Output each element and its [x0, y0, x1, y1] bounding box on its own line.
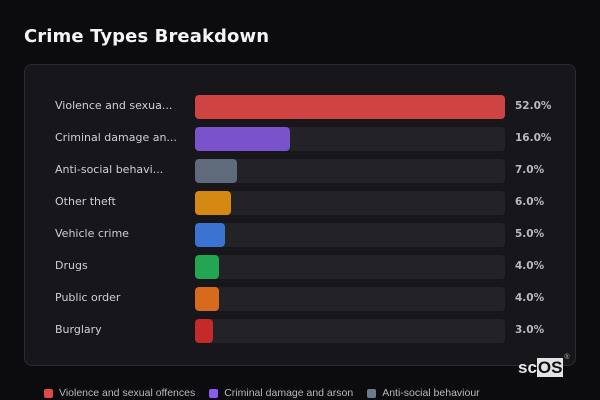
bar-label: Vehicle crime [55, 227, 129, 240]
bar-track [195, 255, 505, 279]
bar-value: 6.0% [515, 196, 545, 208]
chart-title: Crime Types Breakdown [24, 26, 270, 47]
bar-value: 4.0% [515, 292, 545, 304]
bar-label: Anti-social behavi... [55, 163, 164, 176]
legend-label: Violence and sexual offences [59, 387, 196, 399]
bar-row: Vehicle crime 5.0% [25, 223, 577, 247]
bar-fill[interactable] [195, 95, 505, 119]
bar-fill[interactable] [195, 223, 225, 247]
bar-value: 5.0% [515, 228, 545, 240]
bar-label: Public order [55, 291, 121, 304]
scos-logo: scOS ® [518, 354, 569, 378]
bar-label: Other theft [55, 195, 116, 208]
chart-legend: Violence and sexual offences Criminal dam… [44, 387, 480, 399]
bar-track [195, 191, 505, 215]
legend-item[interactable]: Violence and sexual offences [44, 387, 195, 399]
legend-swatch [367, 388, 377, 398]
bar-fill[interactable] [195, 287, 219, 311]
legend-swatch [44, 388, 53, 398]
bar-value: 4.0% [515, 260, 545, 272]
logo-text: sc [518, 358, 537, 377]
bar-track [195, 287, 505, 311]
bar-fill[interactable] [195, 127, 291, 151]
legend-label: Criminal damage and arson [224, 387, 354, 399]
bar-row: Public order 4.0% [25, 287, 577, 311]
bar-fill[interactable] [195, 159, 237, 183]
legend-label: Anti-social behaviour [382, 387, 480, 399]
bar-value: 3.0% [515, 324, 545, 336]
bar-track [195, 319, 505, 343]
bar-value: 52.0% [515, 100, 552, 112]
legend-swatch [209, 388, 219, 398]
bar-fill[interactable] [195, 319, 213, 343]
bar-fill[interactable] [195, 191, 231, 215]
chart-card: Violence and sexua... 52.0% Criminal damag… [24, 64, 576, 366]
bar-row: Violence and sexua... 52.0% [25, 95, 577, 119]
bar-label: Violence and sexua... [55, 99, 173, 112]
bar-label: Criminal damage an... [55, 131, 177, 144]
bar-label: Drugs [55, 259, 88, 272]
bar-row: Other theft 6.0% [25, 191, 577, 215]
bar-row: Burglary 3.0% [25, 319, 577, 343]
bar-value: 7.0% [515, 164, 545, 176]
bar-track [195, 159, 505, 183]
bar-track [195, 223, 505, 247]
legend-item[interactable]: Criminal damage and arson [209, 387, 353, 399]
bar-label: Burglary [55, 323, 102, 336]
bar-fill[interactable] [195, 255, 219, 279]
bar-track [195, 95, 505, 119]
legend-item[interactable]: Anti-social behaviour [367, 387, 480, 399]
logo-boxed-text: OS [536, 358, 564, 377]
bar-row: Anti-social behavi... 7.0% [25, 159, 577, 183]
bar-row: Drugs 4.0% [25, 255, 577, 279]
bar-value: 16.0% [515, 132, 552, 144]
bar-row: Criminal damage an... 16.0% [25, 127, 577, 151]
bar-track [195, 127, 505, 151]
registered-mark: ® [564, 354, 570, 361]
